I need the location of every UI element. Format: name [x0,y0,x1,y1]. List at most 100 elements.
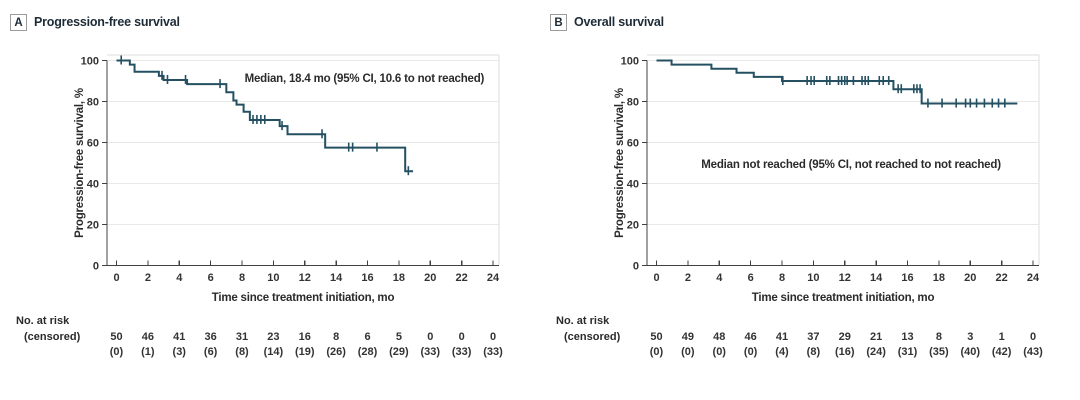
x-tick-label: 20 [964,272,976,284]
censored-count: (0) [744,346,758,358]
at-risk-count: 0 [490,331,496,343]
panel-title: Progression-free survival [34,15,180,29]
x-tick-label: 10 [267,272,279,284]
censored-count: (4) [775,346,789,358]
km-plot-progression-free-survival: 050(0)246(1)441(3)636(6)831(8)1023(14)12… [81,54,503,358]
at-risk-count: 31 [236,331,248,343]
censored-count: (33) [452,346,472,358]
x-tick-label: 16 [901,272,913,284]
at-risk-count: 36 [205,331,217,343]
y-tick-label: 100 [621,56,639,68]
censored-count: (8) [807,346,821,358]
censored-count: (35) [929,346,949,358]
median-annotation: Median not reached (95% CI, not reached … [701,159,1001,172]
y-tick-label: 100 [81,56,99,68]
x-tick-label: 6 [748,272,754,284]
at-risk-count: 21 [870,331,882,343]
x-tick-label: 6 [208,272,214,284]
censored-label: (censored) [24,331,81,343]
censored-count: (33) [421,346,441,358]
at-risk-count: 0 [1030,331,1036,343]
at-risk-count: 46 [142,331,154,343]
censored-count: (14) [264,346,284,358]
x-tick-label: 4 [716,272,723,284]
y-tick-label: 60 [627,138,639,150]
censored-count: (0) [713,346,727,358]
at-risk-count: 50 [650,331,662,343]
at-risk-count: 5 [396,331,402,343]
y-axis-label: Progression-free survival, % [614,87,626,238]
at-risk-count: 3 [967,331,973,343]
x-tick-label: 8 [239,272,245,284]
x-tick-label: 0 [653,272,659,284]
censored-count: (40) [961,346,981,358]
at-risk-count: 41 [173,331,185,343]
at-risk-count: 37 [807,331,819,343]
at-risk-count: 1 [999,331,1005,343]
x-tick-label: 2 [145,272,151,284]
censored-count: (16) [835,346,855,358]
y-tick-label: 20 [627,220,639,232]
x-tick-label: 4 [176,272,183,284]
censored-count: (33) [483,346,503,358]
censored-count: (26) [326,346,346,358]
panel-label-badge: A [10,14,27,31]
x-tick-label: 18 [393,272,405,284]
y-tick-label: 60 [87,138,99,150]
y-axis-label: Progression-free survival, % [74,87,86,238]
y-tick-label: 80 [87,97,99,109]
censored-count: (6) [204,346,218,358]
median-annotation: Median, 18.4 mo (95% CI, 10.6 to not rea… [244,72,485,85]
x-tick-label: 10 [807,272,819,284]
censored-count: (8) [235,346,249,358]
x-tick-label: 14 [330,272,343,284]
y-tick-label: 40 [87,179,99,191]
x-tick-label: 14 [870,272,883,284]
censored-count: (3) [173,346,187,358]
censored-count: (19) [295,346,315,358]
km-plot-overall-survival: 050(0)249(0)448(0)646(0)841(4)1037(8)122… [621,54,1043,358]
at-risk-count: 8 [333,331,339,343]
at-risk-label: No. at risk [556,315,610,327]
censored-count: (28) [358,346,378,358]
x-axis-label: Time since treatment initiation, mo [751,292,935,304]
panel-title: Overall survival [574,15,664,29]
survival-curve [116,59,414,173]
x-tick-label: 0 [113,272,119,284]
censored-count: (24) [866,346,886,358]
at-risk-count: 16 [299,331,311,343]
x-tick-label: 18 [933,272,945,284]
censored-count: (0) [110,346,124,358]
x-tick-label: 24 [1027,272,1040,284]
censored-count: (31) [898,346,918,358]
panel-label-badge: B [550,14,567,31]
at-risk-count: 48 [713,331,725,343]
censored-count: (42) [992,346,1012,358]
x-tick-label: 20 [424,272,436,284]
at-risk-label: No. at risk [16,315,70,327]
at-risk-count: 8 [936,331,942,343]
at-risk-count: 6 [364,331,370,343]
y-tick-label: 80 [627,97,639,109]
y-tick-label: 0 [633,261,639,273]
x-tick-label: 8 [779,272,785,284]
y-tick-label: 20 [87,220,99,232]
at-risk-count: 0 [459,331,465,343]
x-tick-label: 12 [299,272,311,284]
at-risk-count: 0 [427,331,433,343]
at-risk-count: 23 [267,331,279,343]
at-risk-count: 46 [745,331,757,343]
censored-count: (1) [141,346,155,358]
x-axis-label: Time since treatment initiation, mo [211,292,395,304]
censored-count: (0) [681,346,695,358]
x-tick-label: 24 [487,272,500,284]
censored-count: (43) [1023,346,1043,358]
censored-label: (censored) [564,331,621,343]
y-tick-label: 0 [93,261,99,273]
panel-progression-free-survival: A Progression-free survival 0 50 (0) 2 46 (1)… [10,14,503,358]
at-risk-count: 13 [901,331,913,343]
y-tick-label: 40 [627,179,639,191]
x-tick-label: 2 [685,272,691,284]
at-risk-count: 50 [110,331,122,343]
